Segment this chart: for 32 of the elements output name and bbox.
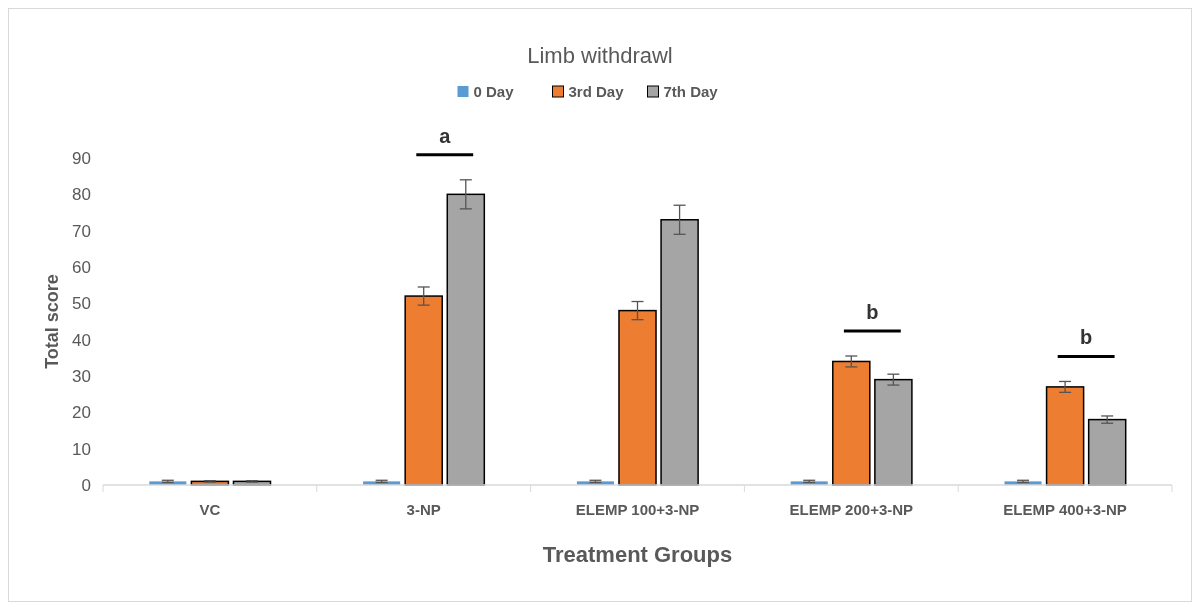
x-tick-label: 3-NP <box>406 501 441 518</box>
y-tick-label: 90 <box>72 148 91 168</box>
x-tick-label: ELEMP 200+3-NP <box>789 501 914 518</box>
legend-label: 3rd Day <box>568 83 625 100</box>
y-axis-title: Total score <box>42 274 62 369</box>
bar <box>618 309 657 486</box>
bar <box>446 193 486 486</box>
y-tick-label: 0 <box>81 475 91 495</box>
y-tick-label: 70 <box>72 221 91 241</box>
bar <box>660 219 699 486</box>
bar <box>874 378 913 486</box>
y-tick-label: 60 <box>72 257 91 277</box>
annotation: b <box>1080 326 1093 349</box>
bar <box>1087 418 1127 486</box>
x-tick-label: ELEMP 400+3-NP <box>1003 501 1127 518</box>
x-axis-title: Treatment Groups <box>542 542 733 567</box>
y-tick-label: 20 <box>72 403 91 423</box>
bar <box>1045 386 1085 486</box>
annotation: b <box>866 301 879 324</box>
text: a <box>439 124 452 147</box>
bar <box>404 295 443 486</box>
y-tick-label: 10 <box>72 439 91 459</box>
x-tick-label: ELEMP 100+3-NP <box>575 501 700 518</box>
y-tick-label: 30 <box>72 366 91 386</box>
bar <box>832 360 871 486</box>
legend-label: 7th Day <box>663 83 719 100</box>
x-tick-label: VC <box>199 501 221 518</box>
y-tick-label: 50 <box>72 294 91 314</box>
y-tick-label: 40 <box>72 330 91 350</box>
legend-label: 0 Day <box>473 83 515 100</box>
y-tick-label: 80 <box>72 185 91 205</box>
chart-title: Limb withdrawl <box>527 43 673 68</box>
